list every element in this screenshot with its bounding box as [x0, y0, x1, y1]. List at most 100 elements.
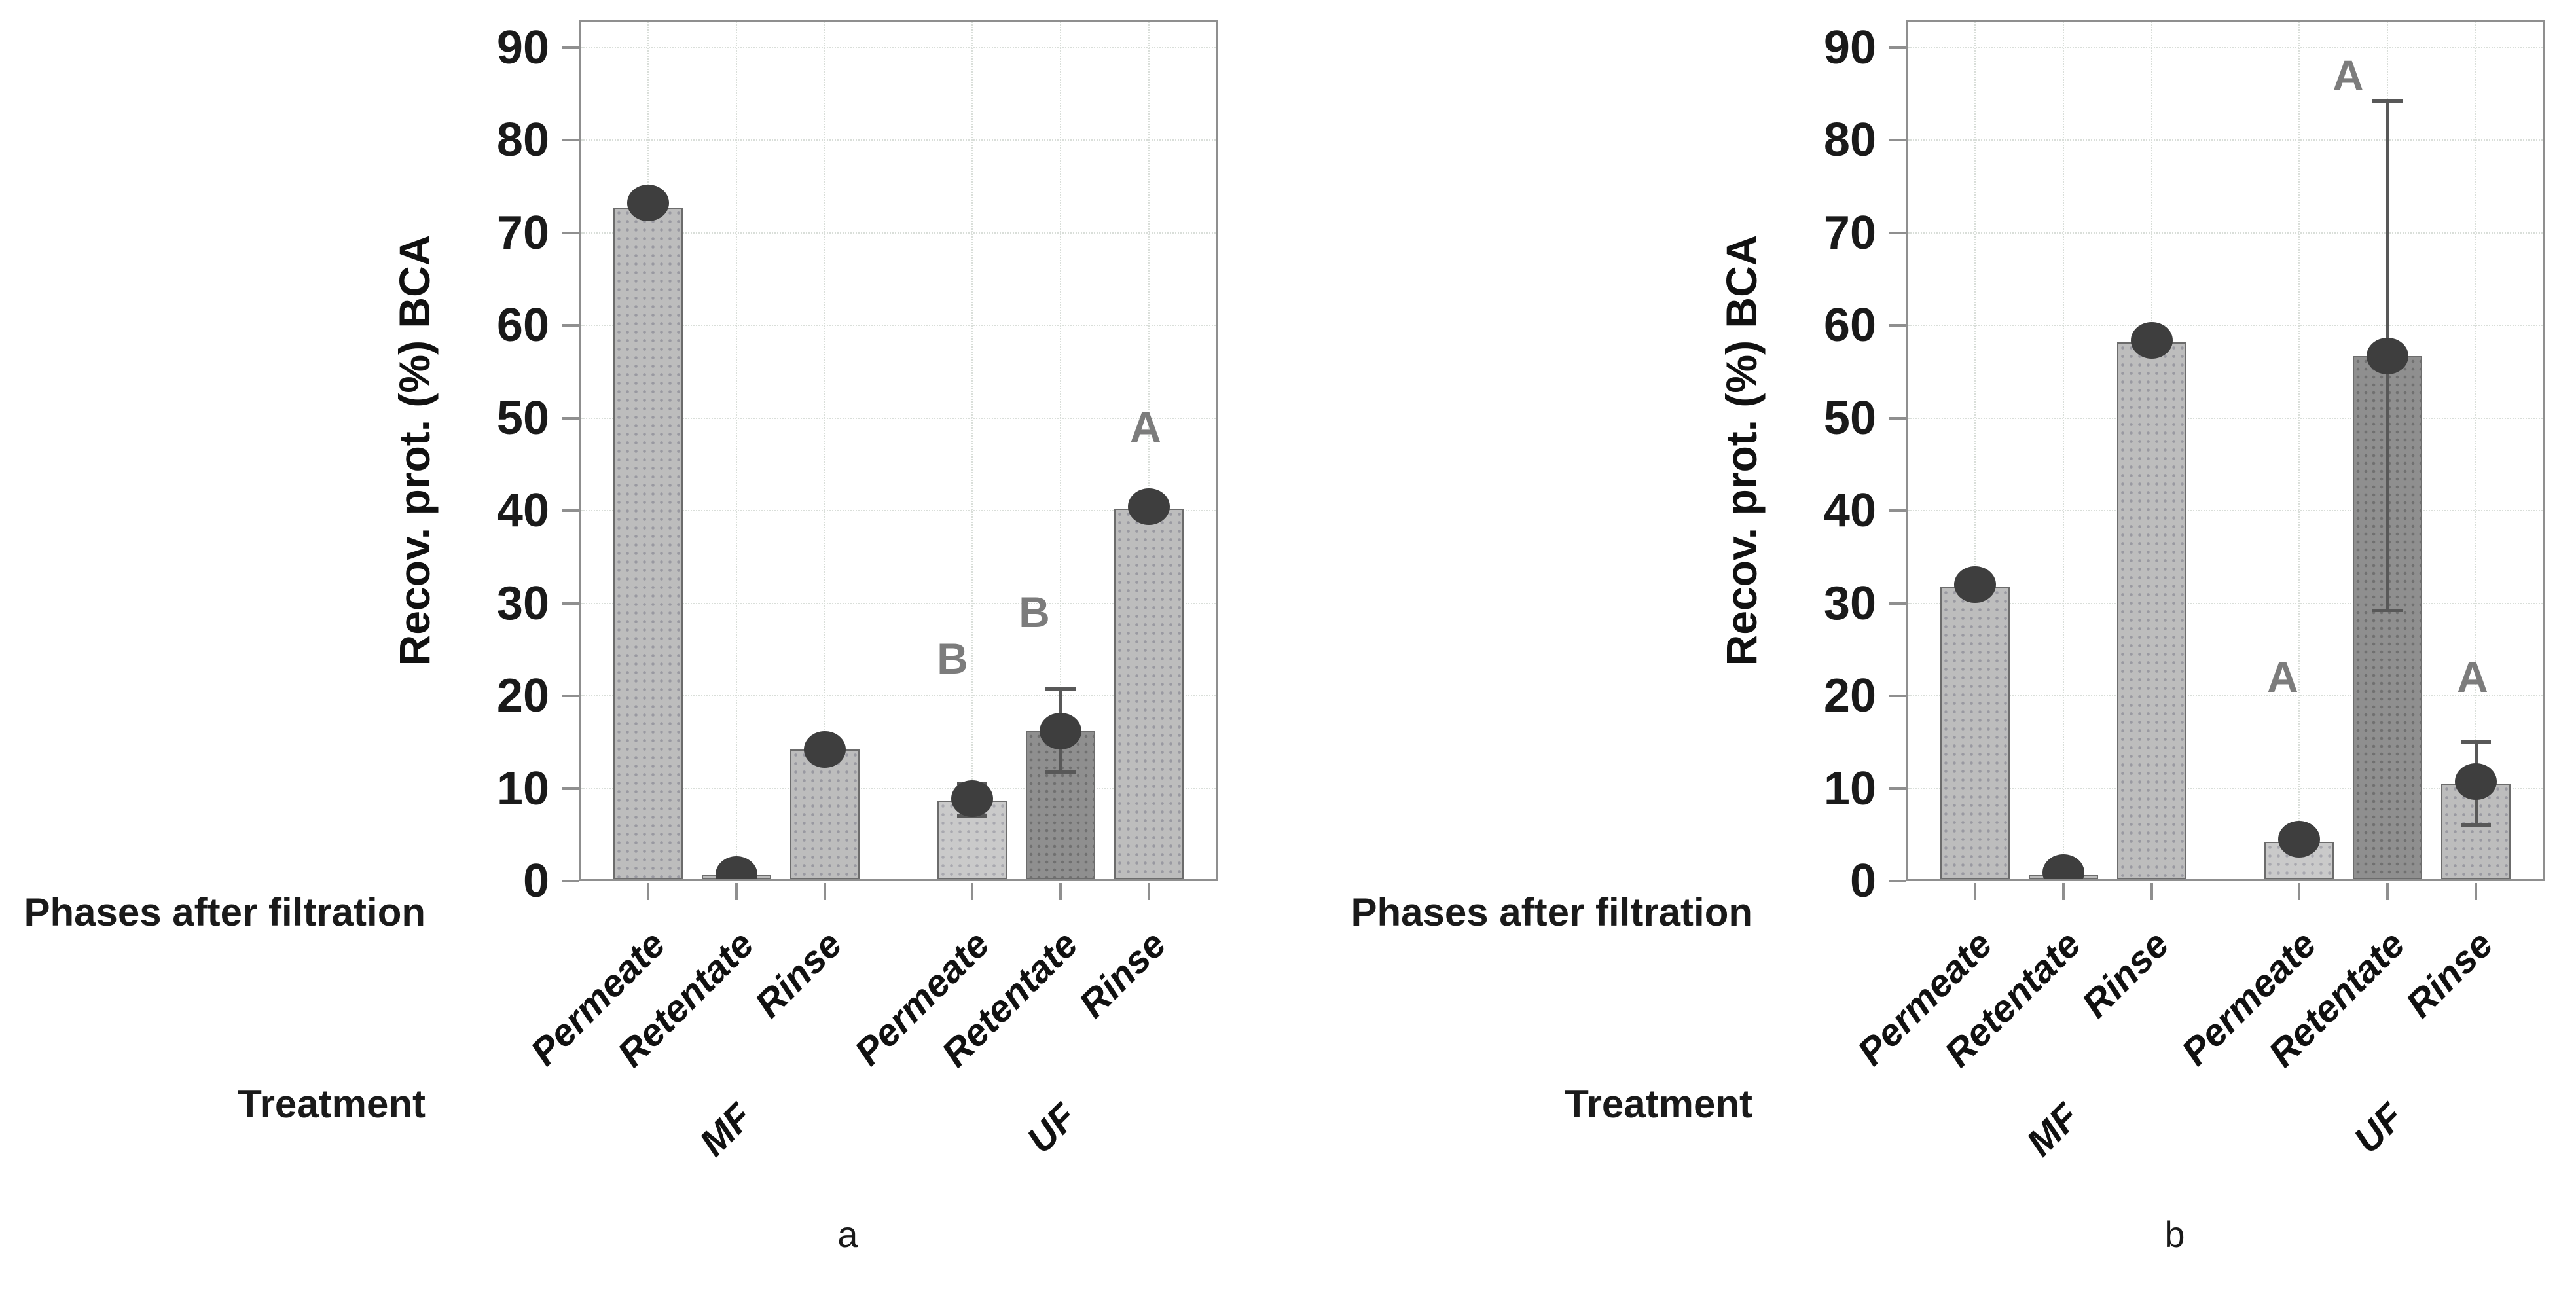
x-tick [824, 883, 826, 900]
error-bar-cap [2372, 608, 2403, 612]
x-tick [647, 883, 649, 900]
treatment-group-label: UF [2345, 1095, 2412, 1162]
x-tick [971, 883, 973, 900]
y-tick [562, 46, 579, 49]
h-gridline [581, 232, 1216, 234]
y-tick [562, 324, 579, 327]
y-tick [1889, 416, 1906, 420]
y-tick-label: 60 [496, 299, 549, 352]
y-tick [1889, 46, 1906, 49]
significance-letter: A [2457, 653, 2488, 702]
x-tick [2386, 883, 2389, 900]
y-tick-label: 40 [1823, 484, 1876, 537]
marker-dot [2367, 337, 2408, 374]
plot-clip: A A A [1908, 22, 2543, 879]
x-tick [735, 883, 738, 900]
marker-dot [2131, 321, 2173, 359]
x-category-label: Rinse [746, 922, 850, 1026]
y-tick-label: 0 [1849, 855, 1876, 907]
treatment-group-label: UF [1018, 1095, 1085, 1162]
marker-dot [1040, 712, 1081, 749]
y-tick [562, 695, 579, 698]
y-tick [1889, 695, 1906, 698]
y-tick [1889, 139, 1906, 142]
marker-dot [2455, 763, 2497, 801]
h-gridline [581, 417, 1216, 419]
v-gridline [824, 22, 825, 879]
x-category-label: Rinse [2397, 922, 2501, 1026]
error-bar-cap [1045, 687, 1076, 691]
y-tick [1889, 787, 1906, 790]
y-tick [562, 416, 579, 420]
h-gridline [1908, 510, 2543, 512]
x-tick [2475, 883, 2477, 900]
phases-axis-label: Phases after filtration [1351, 890, 1752, 934]
treatment-axis-label: Treatment [238, 1082, 426, 1126]
y-tick [562, 231, 579, 234]
marker-dot [1954, 566, 1996, 604]
y-tick [1889, 509, 1906, 513]
v-gridline [1060, 22, 1061, 879]
error-bar-cap [2372, 99, 2403, 103]
y-tick-label: 20 [1823, 670, 1876, 723]
y-tick-label: 80 [1823, 114, 1876, 167]
y-tick [1889, 324, 1906, 327]
h-gridline [581, 46, 1216, 48]
y-tick-label: 70 [496, 206, 549, 259]
x-tick [2062, 883, 2065, 900]
y-tick-label: 90 [496, 21, 549, 74]
plot-area: A A A [1906, 20, 2545, 881]
x-category-label: Rinse [1070, 922, 1174, 1026]
x-category-label: Rinse [2073, 922, 2177, 1026]
x-tick [2150, 883, 2153, 900]
bar [790, 749, 860, 879]
y-tick [562, 602, 579, 605]
h-gridline [581, 139, 1216, 141]
significance-letter: A [2267, 653, 2298, 702]
y-tick [562, 787, 579, 790]
h-gridline [1908, 787, 2543, 789]
v-gridline [2063, 22, 2064, 879]
marker-dot [951, 780, 993, 817]
significance-letter: A [2332, 50, 2364, 99]
y-tick [562, 139, 579, 142]
h-gridline [581, 695, 1216, 697]
y-axis-title: Recov. prot. (%) BCA [390, 234, 439, 666]
y-tick-label: 50 [496, 391, 549, 444]
y-tick-label: 80 [496, 114, 549, 167]
h-gridline [1908, 695, 2543, 697]
treatment-axis-label: Treatment [1565, 1082, 1752, 1126]
y-tick-label: 50 [1823, 391, 1876, 444]
marker-dot [2042, 854, 2084, 879]
y-tick-label: 30 [496, 577, 549, 630]
bar [1114, 509, 1184, 879]
marker-dot [716, 856, 757, 879]
error-bar-cap [1045, 770, 1076, 774]
y-tick-label: 0 [522, 855, 549, 907]
y-tick-label: 70 [1823, 206, 1876, 259]
h-gridline [581, 325, 1216, 327]
y-axis-title: Recov. prot. (%) BCA [1717, 234, 1766, 666]
h-gridline [1908, 232, 2543, 234]
y-tick-label: 40 [496, 484, 549, 537]
v-gridline [2475, 22, 2476, 879]
v-gridline [2298, 22, 2300, 879]
y-tick [1889, 602, 1906, 605]
marker-dot [2278, 821, 2320, 858]
y-tick [562, 880, 579, 882]
v-gridline [1974, 22, 1976, 879]
marker-dot [804, 731, 846, 768]
y-tick [562, 509, 579, 513]
bar [1940, 587, 2010, 879]
h-gridline [1908, 139, 2543, 141]
h-gridline [1908, 46, 2543, 48]
h-gridline [581, 602, 1216, 604]
v-gridline [971, 22, 973, 879]
h-gridline [1908, 325, 2543, 327]
x-tick [1148, 883, 1150, 900]
treatment-group-label: MF [2018, 1095, 2088, 1165]
error-bar-cap [2461, 740, 2491, 744]
y-tick-label: 60 [1823, 299, 1876, 352]
x-tick [2298, 883, 2300, 900]
